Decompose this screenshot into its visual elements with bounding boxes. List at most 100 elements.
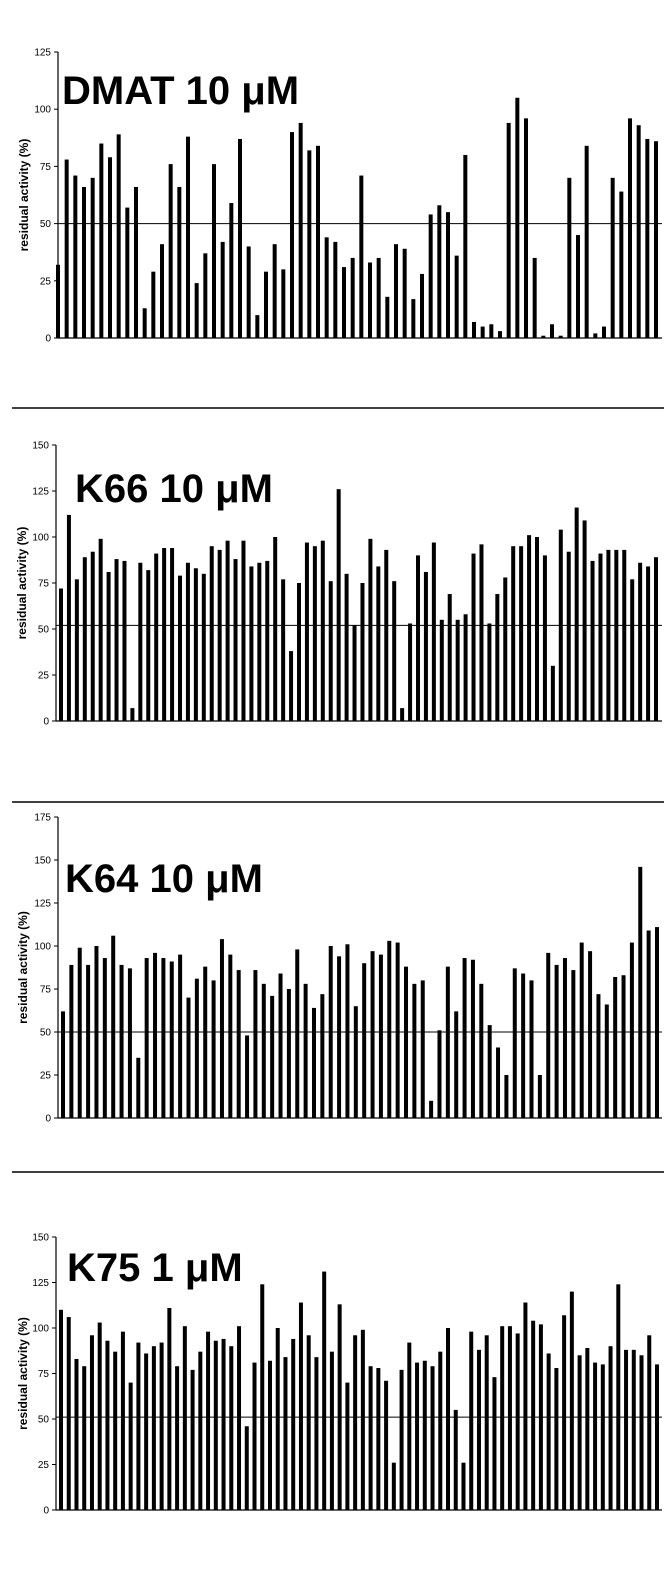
bar (546, 952, 551, 1118)
bar (113, 1351, 118, 1510)
bar (328, 581, 333, 721)
bar (527, 535, 532, 721)
bar (213, 1340, 218, 1510)
bar (337, 1304, 342, 1510)
panel-k66: K66 10 μM residual activity (%) 0 25 50 75 100… (15, 441, 662, 728)
bar (584, 145, 589, 338)
bar (454, 1011, 459, 1118)
bar (312, 546, 317, 721)
bar (151, 1346, 156, 1510)
bar (116, 134, 121, 338)
bar (97, 1322, 102, 1510)
bar (59, 1309, 63, 1510)
bar (275, 1328, 280, 1510)
bar (359, 175, 364, 338)
bar (159, 1342, 164, 1510)
bar (504, 1075, 509, 1118)
bar (423, 571, 428, 721)
bar (535, 537, 539, 721)
bar (391, 1462, 396, 1510)
bar (144, 1353, 149, 1510)
bar (316, 145, 320, 338)
y-axis-label: residual activity (%) (17, 139, 31, 252)
bar (178, 575, 182, 721)
bar (134, 186, 138, 338)
bar (487, 623, 492, 721)
bar (253, 970, 258, 1118)
bar (320, 994, 325, 1118)
bar (376, 566, 381, 721)
y-tick-label: 125 (32, 487, 49, 498)
bar (169, 961, 174, 1118)
bar (344, 573, 349, 721)
y-tick-label: 100 (32, 533, 49, 544)
bar (281, 579, 286, 721)
bar (270, 995, 275, 1118)
bar (345, 944, 350, 1118)
bar (298, 1302, 303, 1510)
y-axis-label: residual activity (%) (16, 911, 30, 1024)
bar (303, 983, 308, 1118)
panel-k75: K75 1 μM residual activity (%) 0 25 50 75 100 1… (16, 1233, 662, 1517)
bar (550, 324, 554, 338)
chart-title: K64 10 μM (65, 857, 263, 901)
bar (576, 235, 580, 338)
bar (631, 1349, 636, 1510)
bar (291, 1338, 296, 1510)
bar (571, 970, 576, 1118)
bar (558, 335, 563, 338)
bar (636, 125, 641, 338)
bar (420, 273, 424, 338)
bar (531, 1320, 536, 1510)
bar (484, 1335, 489, 1510)
bar (606, 549, 611, 721)
bar (56, 264, 60, 338)
y-tick-label: 150 (32, 1233, 49, 1244)
bar (255, 315, 260, 338)
bar (272, 244, 277, 338)
bar (229, 203, 234, 338)
bar (416, 555, 420, 721)
bar (233, 559, 238, 721)
bar (519, 546, 524, 721)
bar (66, 1317, 71, 1510)
bar (646, 930, 651, 1118)
bar (395, 942, 400, 1118)
bar (190, 1369, 195, 1510)
bar (342, 267, 346, 338)
bar (61, 1011, 65, 1118)
bar (629, 942, 634, 1118)
bar (260, 1284, 265, 1510)
y-tick-label: 175 (34, 813, 51, 824)
bar (604, 1004, 609, 1118)
bar (569, 1291, 574, 1510)
bar (420, 980, 425, 1118)
bar (283, 1357, 288, 1510)
bar (600, 1364, 605, 1510)
bar (64, 159, 69, 338)
bar (322, 1271, 327, 1510)
bar (400, 708, 405, 721)
bar (415, 1362, 420, 1510)
bar (151, 271, 156, 338)
bar (249, 566, 254, 721)
bar (221, 1338, 226, 1510)
bar (99, 143, 104, 338)
bar (384, 1380, 389, 1510)
bar (82, 1366, 87, 1510)
bar (136, 1057, 141, 1118)
bar (278, 973, 283, 1118)
bar (655, 927, 659, 1118)
bar (193, 568, 198, 721)
bar (206, 1331, 211, 1510)
bar (219, 939, 224, 1118)
chart-title: DMAT 10 μM (62, 69, 299, 113)
bar (495, 594, 500, 721)
bar (307, 150, 312, 338)
bar (431, 542, 436, 721)
bar (144, 958, 149, 1118)
bar (352, 625, 357, 721)
bar (622, 549, 627, 721)
bar (593, 1362, 598, 1510)
y-tick-label: 25 (40, 1071, 52, 1082)
